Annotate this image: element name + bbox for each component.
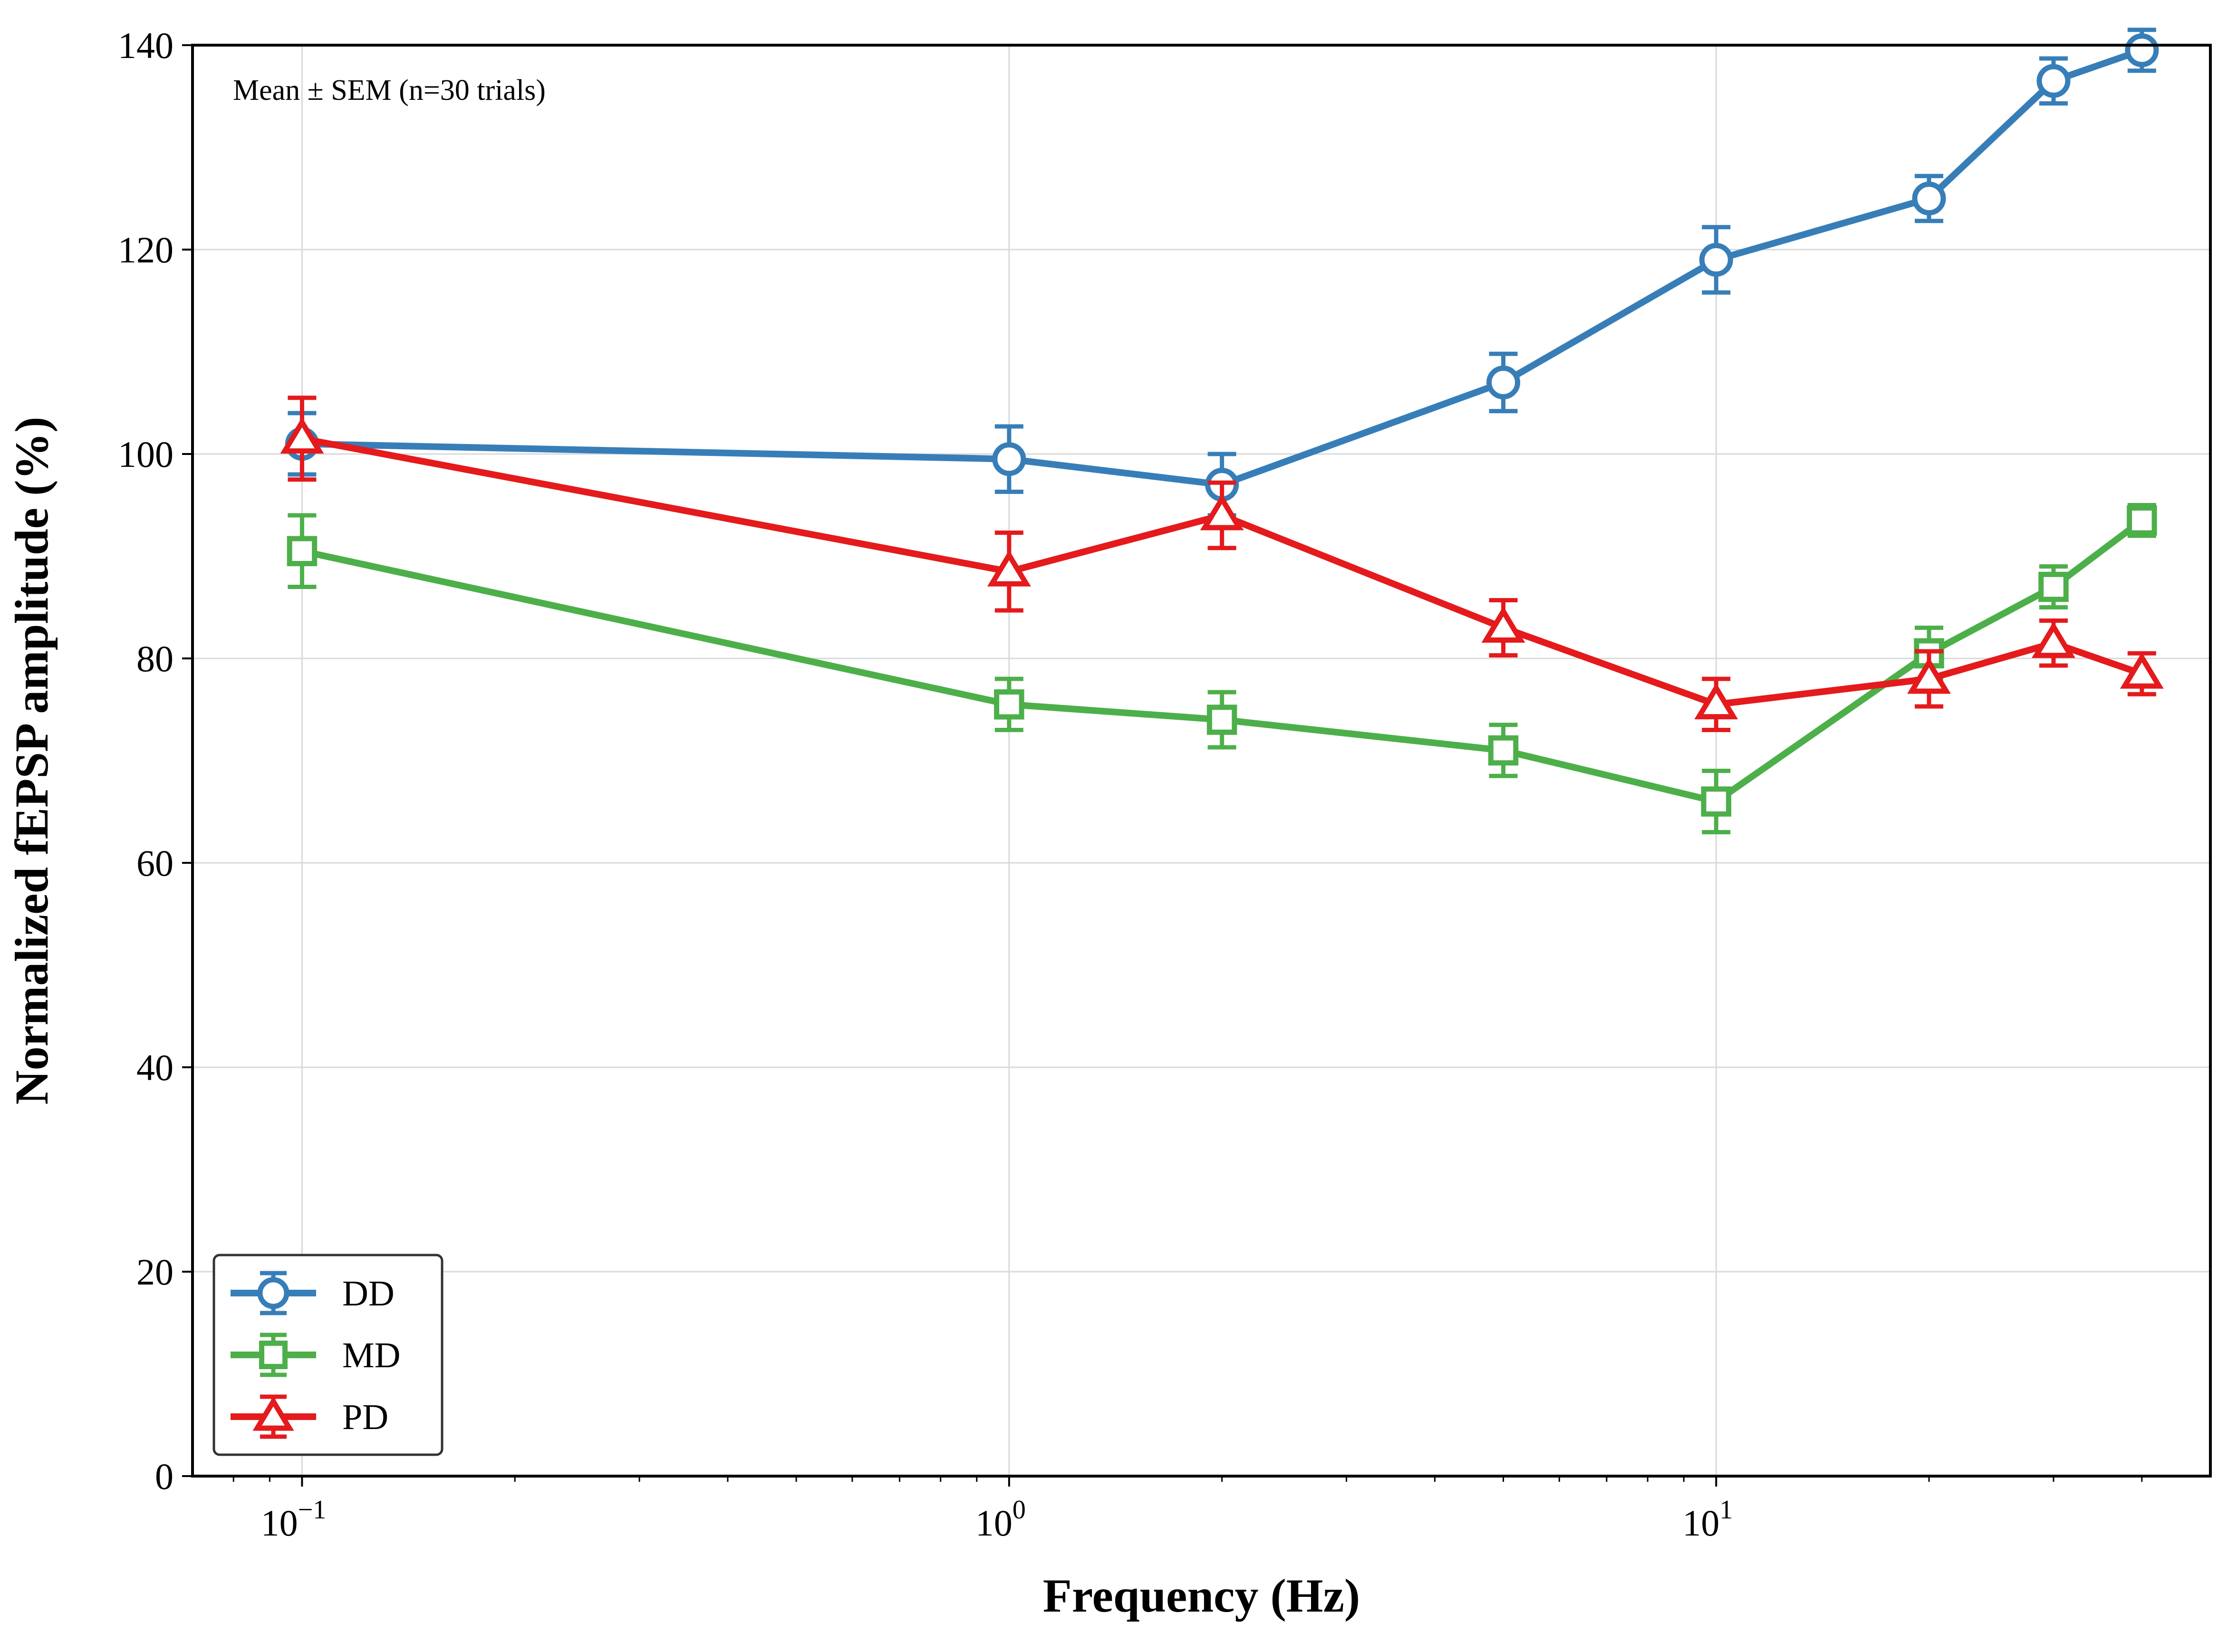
data-point (1206, 705, 1237, 735)
data-point (1486, 366, 1521, 399)
data-point (1488, 735, 1519, 766)
legend-label: PD (342, 1397, 388, 1437)
data-point (1699, 243, 1733, 277)
y-tick-label: 120 (118, 229, 174, 271)
data-point (2127, 505, 2157, 536)
data-point (1694, 683, 1738, 720)
data-point (1907, 657, 1951, 694)
series-pd (280, 396, 2164, 732)
legend-marker (257, 1277, 289, 1309)
data-point (1481, 606, 1525, 643)
y-tick-label: 20 (136, 1251, 174, 1293)
y-tick-label: 60 (136, 842, 174, 884)
data-point (1912, 182, 1946, 215)
legend: DD MD PD (212, 1254, 444, 1456)
grid (193, 45, 2210, 1476)
y-axis-title: Normalized fEPSP amplitude (%) (5, 416, 58, 1104)
legend-label: DD (342, 1274, 395, 1314)
x-axis-title: Frequency (Hz) (1043, 1569, 1360, 1622)
y-tick-label: 140 (118, 25, 174, 66)
legend-entry-pd: PD (231, 1394, 388, 1439)
series-line (301, 518, 2144, 805)
data-point (1701, 786, 1732, 817)
data-point (2125, 33, 2159, 68)
data-point (1200, 493, 1244, 531)
data-point (2036, 64, 2071, 98)
data-point (994, 689, 1024, 720)
series-layer (280, 28, 2164, 834)
y-tick-label: 100 (118, 434, 174, 475)
series-line (302, 47, 2143, 488)
y-tick-label: 0 (155, 1456, 174, 1497)
data-point (992, 442, 1026, 476)
data-point (280, 417, 324, 454)
series-dd (285, 28, 2159, 518)
data-point (2038, 571, 2069, 602)
series-md (287, 503, 2157, 834)
legend-entry-md: MD (231, 1333, 400, 1377)
y-tick-label: 40 (136, 1047, 174, 1088)
y-tick-label: 80 (136, 638, 174, 679)
legend-label: MD (342, 1335, 400, 1375)
legend-entry-dd: DD (231, 1271, 395, 1315)
annotation-text: Mean ± SEM (n=30 trials) (233, 74, 546, 106)
series-line (301, 435, 2143, 708)
data-point (987, 550, 1031, 587)
legend-marker (252, 1396, 294, 1431)
x-tick-label: 100 (975, 1495, 1026, 1544)
data-point (2032, 621, 2075, 658)
legend-marker (259, 1341, 288, 1369)
x-tick-label: 10−1 (261, 1495, 327, 1544)
x-tick-label: 101 (1682, 1495, 1733, 1544)
plot-frame (191, 44, 2212, 1478)
data-point (2120, 652, 2164, 689)
data-point (287, 536, 318, 566)
axis-ticks: 0 20 40 60 80 100 120 140 10−1 100 101 (118, 25, 2143, 1544)
